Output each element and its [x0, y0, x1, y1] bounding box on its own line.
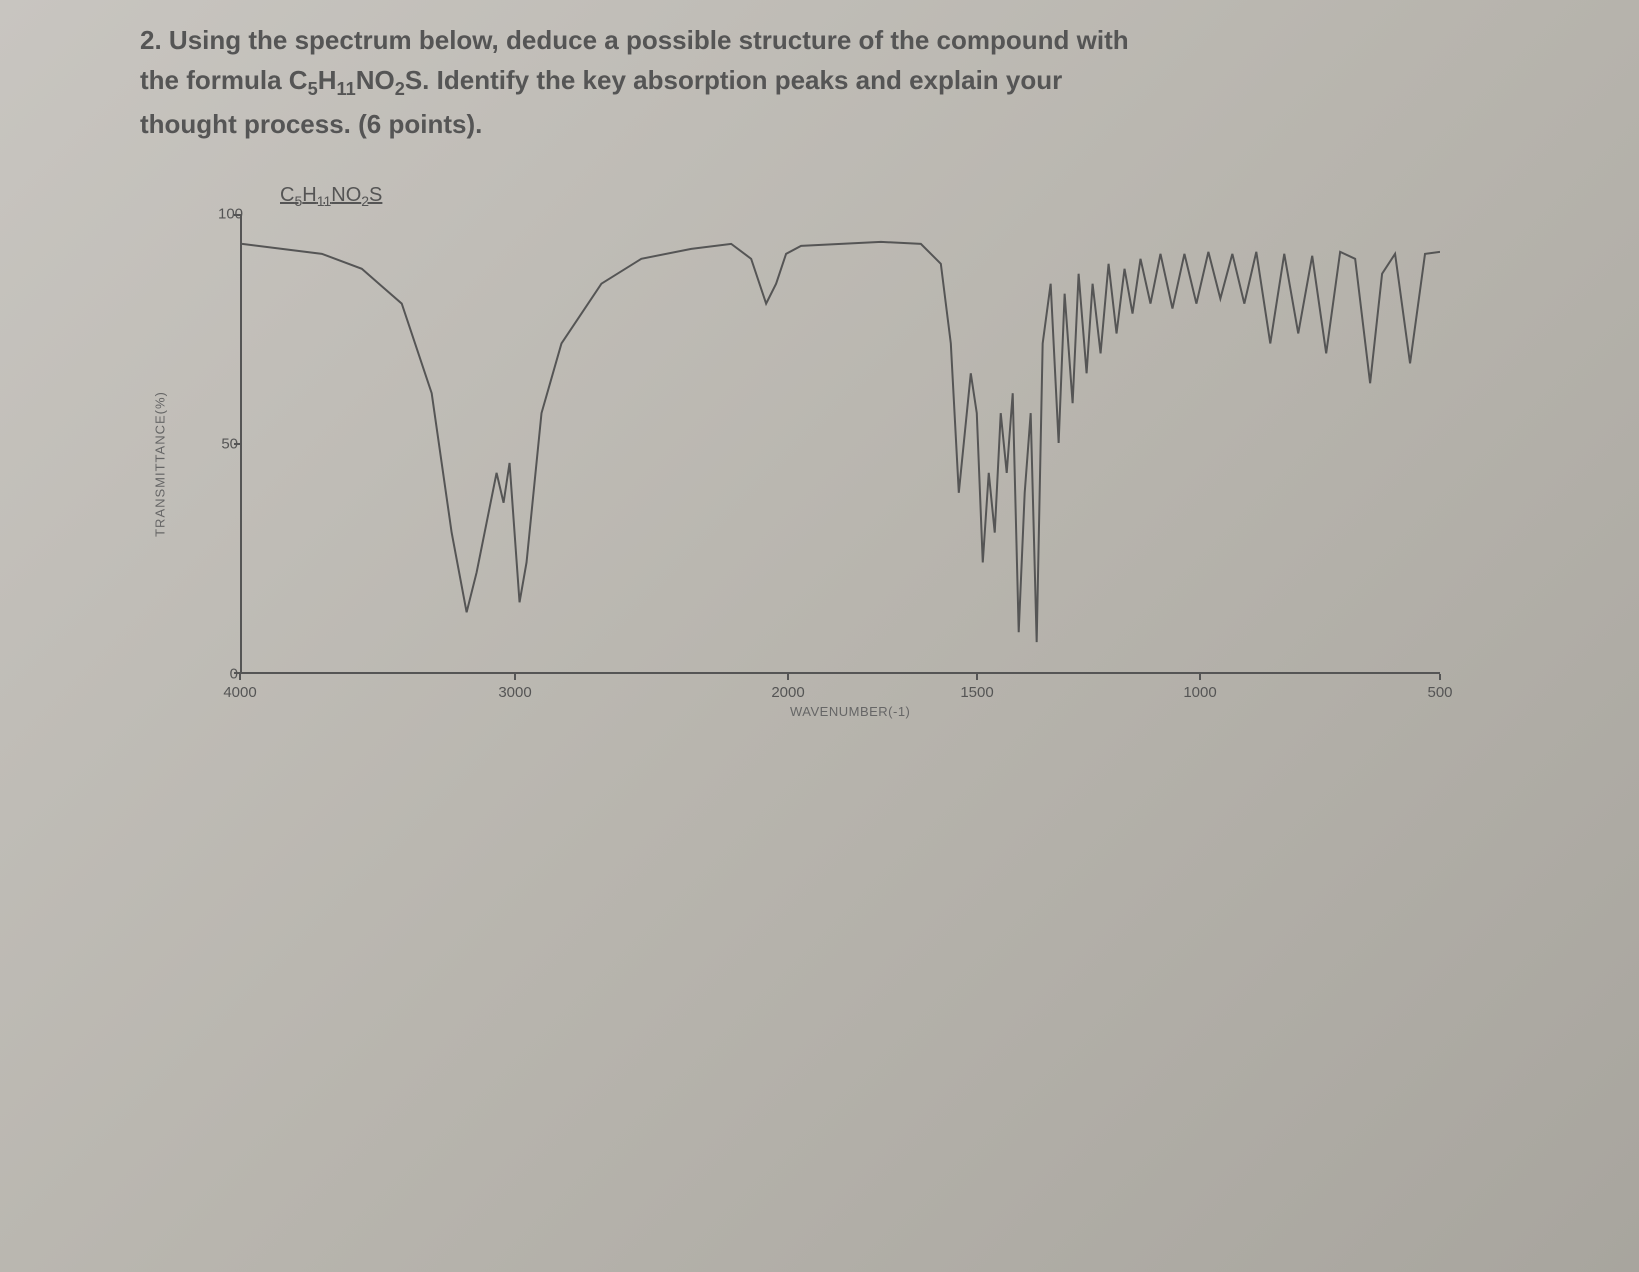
y-tick-0: 0	[218, 665, 238, 682]
y-axis-label: TRANSMITTANCE(%)	[153, 391, 168, 537]
question-line2-pre: the formula	[140, 65, 289, 95]
ir-spectrum-chart: C5H11NO2S TRANSMITTANCE(%) 100 50 0 4000…	[180, 194, 1460, 734]
x-tick-mark	[514, 674, 516, 680]
x-tick-2000: 2000	[771, 684, 804, 701]
x-tick-4000: 4000	[223, 684, 256, 701]
x-tick-3000: 3000	[498, 684, 531, 701]
spectrum-line	[242, 214, 1440, 672]
document-page: 2. Using the spectrum below, deduce a po…	[0, 0, 1639, 1272]
plot-area	[240, 214, 1440, 674]
question-number: 2.	[140, 25, 162, 55]
x-tick-mark	[1439, 674, 1441, 680]
x-tick-mark	[239, 674, 241, 680]
x-tick-1500: 1500	[960, 684, 993, 701]
question-formula: C5H11NO2S.	[289, 65, 430, 95]
chart-title: C5H11NO2S	[280, 184, 382, 209]
question-line1: Using the spectrum below, deduce a possi…	[169, 25, 1129, 55]
spectrum-path	[242, 242, 1440, 642]
question-line2-post: Identify the key absorption peaks and ex…	[429, 65, 1062, 95]
x-tick-mark	[787, 674, 789, 680]
x-tick-mark	[1199, 674, 1201, 680]
question-text: 2. Using the spectrum below, deduce a po…	[140, 20, 1499, 144]
x-tick-500: 500	[1427, 684, 1452, 701]
x-tick-1000: 1000	[1183, 684, 1216, 701]
x-tick-mark	[976, 674, 978, 680]
question-line3: thought process. (6 points).	[140, 109, 482, 139]
x-axis-label: WAVENUMBER(-1)	[790, 704, 910, 719]
